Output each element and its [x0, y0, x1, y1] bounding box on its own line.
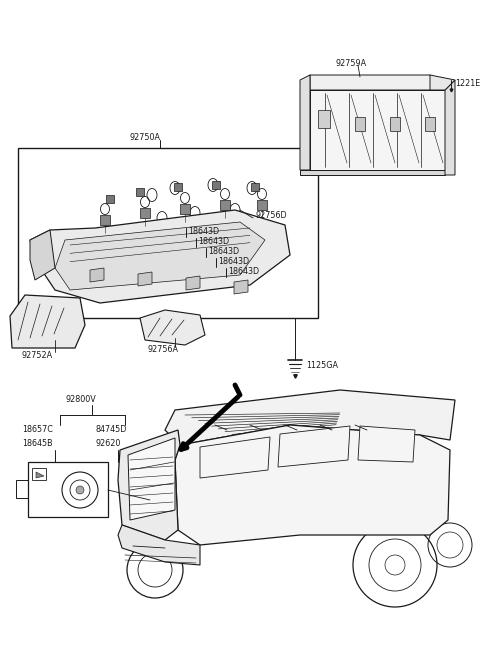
Polygon shape: [358, 426, 415, 462]
Polygon shape: [278, 426, 350, 467]
Polygon shape: [175, 425, 450, 545]
Bar: [18, 148, 318, 318]
Polygon shape: [165, 390, 455, 445]
Polygon shape: [310, 75, 445, 90]
Polygon shape: [200, 437, 270, 478]
Text: 18645B: 18645B: [22, 438, 53, 447]
Polygon shape: [36, 472, 44, 478]
Polygon shape: [212, 181, 220, 189]
Polygon shape: [174, 183, 182, 191]
Polygon shape: [128, 438, 175, 520]
Polygon shape: [90, 268, 104, 282]
Polygon shape: [425, 117, 435, 131]
Polygon shape: [106, 195, 114, 203]
Polygon shape: [186, 276, 200, 290]
Polygon shape: [55, 222, 265, 290]
Polygon shape: [30, 230, 55, 280]
Polygon shape: [257, 200, 267, 210]
Polygon shape: [300, 170, 445, 175]
Text: 92756D: 92756D: [255, 211, 287, 220]
Text: 18643D: 18643D: [218, 258, 249, 266]
Polygon shape: [445, 80, 455, 175]
Polygon shape: [310, 90, 445, 170]
Polygon shape: [318, 110, 330, 128]
Polygon shape: [140, 310, 205, 345]
Polygon shape: [118, 525, 200, 565]
Bar: [163, 465, 187, 472]
Text: 92620: 92620: [95, 438, 120, 447]
Bar: [32, 468, 46, 480]
Polygon shape: [138, 272, 152, 286]
Text: 18643D: 18643D: [228, 268, 259, 276]
Text: 18657C: 18657C: [22, 426, 53, 434]
Circle shape: [76, 486, 84, 494]
Text: 84745D: 84745D: [95, 426, 126, 434]
Text: 92750A: 92750A: [130, 133, 161, 142]
Text: 92800V: 92800V: [65, 396, 96, 405]
Text: 92752A: 92752A: [22, 350, 53, 359]
Polygon shape: [30, 210, 290, 303]
Polygon shape: [118, 430, 180, 540]
Text: 1221EG: 1221EG: [455, 79, 480, 87]
Text: 1125GA: 1125GA: [306, 361, 338, 369]
Polygon shape: [100, 215, 110, 225]
Bar: [28, 462, 108, 517]
Polygon shape: [136, 188, 144, 196]
Polygon shape: [180, 204, 190, 214]
Polygon shape: [140, 208, 150, 218]
Text: 18643D: 18643D: [188, 228, 219, 237]
Bar: [16, 480, 28, 498]
Polygon shape: [355, 117, 365, 131]
Polygon shape: [251, 183, 259, 191]
Polygon shape: [430, 75, 455, 90]
Polygon shape: [390, 117, 400, 131]
Text: 92756A: 92756A: [148, 346, 179, 354]
Text: 18643D: 18643D: [198, 237, 229, 247]
Polygon shape: [220, 200, 230, 210]
Polygon shape: [234, 280, 248, 294]
Text: 18643D: 18643D: [208, 247, 239, 256]
Text: 92759A: 92759A: [335, 58, 366, 68]
Polygon shape: [300, 75, 310, 170]
Polygon shape: [10, 295, 85, 348]
